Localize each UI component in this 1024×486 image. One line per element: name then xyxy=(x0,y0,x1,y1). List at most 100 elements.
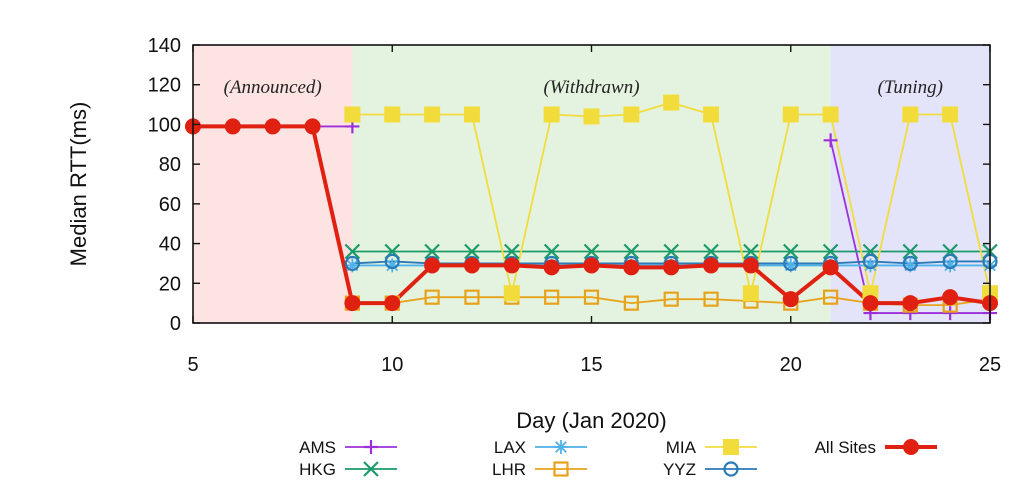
data-point xyxy=(424,243,440,260)
data-point xyxy=(344,295,361,312)
phase-bands xyxy=(193,45,990,323)
data-point xyxy=(703,106,720,123)
legend-label: All Sites xyxy=(815,438,876,457)
data-point xyxy=(385,258,400,273)
data-point xyxy=(345,258,360,273)
data-point xyxy=(902,243,919,260)
data-point xyxy=(782,243,799,260)
data-point xyxy=(742,257,759,274)
data-point xyxy=(543,243,560,260)
data-point xyxy=(424,106,441,123)
data-point xyxy=(424,257,441,274)
legend-item: LHR xyxy=(492,460,587,479)
y-tick-label: 0 xyxy=(170,313,181,335)
data-point xyxy=(503,257,520,274)
data-point xyxy=(743,243,759,260)
legend-item: YYZ xyxy=(663,460,757,479)
y-tick-label: 140 xyxy=(148,35,181,57)
markers-mia xyxy=(344,94,998,302)
data-point xyxy=(663,259,680,276)
legend-item: AMS xyxy=(299,438,397,457)
data-point xyxy=(543,106,560,123)
data-point xyxy=(304,118,321,135)
data-point xyxy=(943,306,958,321)
data-point xyxy=(822,106,839,123)
data-point xyxy=(384,106,401,123)
data-point xyxy=(862,295,879,312)
data-point xyxy=(823,133,838,148)
data-point xyxy=(703,243,719,260)
data-point xyxy=(583,289,600,305)
phase-label: (Withdrawn) xyxy=(543,77,639,98)
data-point xyxy=(463,257,480,274)
data-point xyxy=(344,243,361,260)
series-markers xyxy=(185,94,998,321)
y-tick-label: 120 xyxy=(148,75,181,97)
data-point xyxy=(942,106,959,123)
data-point xyxy=(942,253,958,270)
data-point xyxy=(782,291,799,308)
legend-label: MIA xyxy=(666,438,697,457)
data-point xyxy=(543,259,560,276)
data-point xyxy=(902,106,919,123)
x-axis-ticks: 5 10 15 20 25 xyxy=(187,45,1001,376)
data-point xyxy=(384,295,401,312)
phase-label: (Announced) xyxy=(224,77,322,98)
y-axis-ticks: 0 20 40 60 80 100 120 140 xyxy=(148,35,990,335)
data-point xyxy=(623,243,640,260)
data-point xyxy=(742,285,759,302)
data-point xyxy=(703,291,719,307)
data-point xyxy=(723,439,739,455)
data-point xyxy=(384,253,400,270)
data-point xyxy=(862,253,879,270)
data-point xyxy=(942,289,959,306)
legend-label: HKG xyxy=(299,460,336,479)
x-tick-label: 15 xyxy=(580,354,602,376)
data-point xyxy=(623,259,640,276)
data-point xyxy=(903,258,918,273)
x-tick-label: 20 xyxy=(780,354,802,376)
data-point xyxy=(344,106,361,123)
data-point xyxy=(224,118,241,135)
data-point xyxy=(464,289,480,305)
y-tick-label: 40 xyxy=(159,234,181,256)
data-point xyxy=(464,243,480,260)
data-point xyxy=(663,94,680,111)
phase-label: (Tuning) xyxy=(878,77,943,98)
legend-item: LAX xyxy=(494,438,587,457)
data-point xyxy=(663,291,679,307)
data-point xyxy=(723,461,739,477)
data-point xyxy=(623,106,640,123)
data-point xyxy=(902,255,918,272)
data-point xyxy=(783,255,799,272)
legend-label: LAX xyxy=(494,438,526,457)
data-point xyxy=(903,439,919,455)
data-point xyxy=(264,118,281,135)
data-point xyxy=(504,243,520,260)
data-point xyxy=(583,243,600,260)
data-point xyxy=(902,295,919,312)
legend-label: YYZ xyxy=(663,460,696,479)
data-point xyxy=(822,243,839,260)
data-point xyxy=(364,440,378,454)
data-point xyxy=(822,289,839,305)
data-point xyxy=(583,108,600,125)
data-point xyxy=(863,258,878,273)
x-tick-label: 5 xyxy=(187,354,198,376)
markers-all-sites xyxy=(185,118,998,312)
data-point xyxy=(553,461,569,477)
data-point xyxy=(463,106,480,123)
y-tick-label: 100 xyxy=(148,114,181,136)
data-point xyxy=(554,440,568,454)
phase-labels: (Announced) (Withdrawn) (Tuning) xyxy=(224,77,943,98)
legend-item: HKG xyxy=(299,460,397,479)
legend-item: MIA xyxy=(666,438,757,457)
y-axis-label: Median RTT(ms) xyxy=(66,102,91,267)
legend-label: AMS xyxy=(299,438,336,457)
data-point xyxy=(344,255,360,272)
x-tick-label: 10 xyxy=(381,354,403,376)
data-point xyxy=(424,289,440,305)
data-point xyxy=(544,289,560,305)
data-point xyxy=(503,285,520,302)
